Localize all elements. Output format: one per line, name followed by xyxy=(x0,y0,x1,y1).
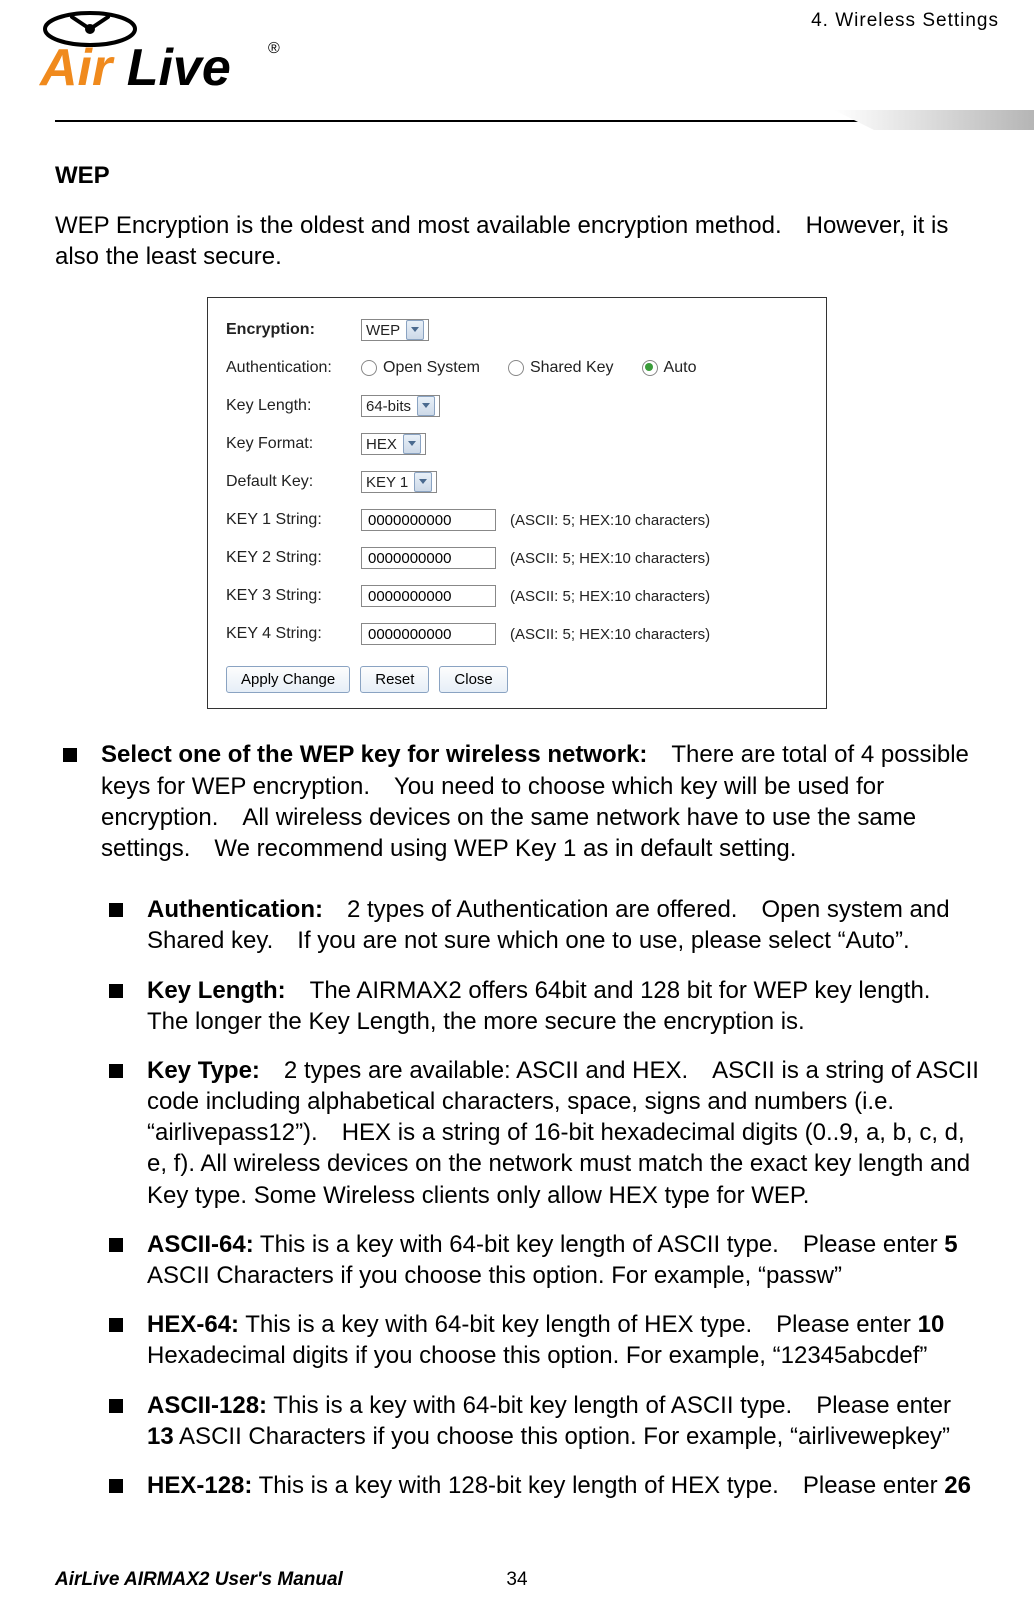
key-format-select[interactable]: HEX xyxy=(361,433,426,455)
reset-button[interactable]: Reset xyxy=(360,666,429,693)
bullet-main: Select one of the WEP key for wireless n… xyxy=(55,739,979,864)
bullet-hex-128: HEX-128: This is a key with 128-bit key … xyxy=(101,1470,979,1501)
auth-auto-label: Auto xyxy=(664,359,697,377)
key-length-value: 64-bits xyxy=(366,398,411,415)
apply-button[interactable]: Apply Change xyxy=(226,666,350,693)
encryption-select[interactable]: WEP xyxy=(361,319,429,341)
bullet-text-before: This is a key with 128-bit key length of… xyxy=(252,1472,944,1499)
bullet-text-after: ASCII Characters if you choose this opti… xyxy=(147,1262,842,1289)
key-format-label: Key Format: xyxy=(226,435,361,453)
key1-hint: (ASCII: 5; HEX:10 characters) xyxy=(510,512,710,529)
bullet-key-type: Key Type: 2 types are available: ASCII a… xyxy=(101,1055,979,1211)
key1-input[interactable] xyxy=(361,509,496,531)
authentication-label: Authentication: xyxy=(226,359,361,377)
bullet-authentication: Authentication: 2 types of Authenticatio… xyxy=(101,894,979,956)
section-intro: WEP Encryption is the oldest and most av… xyxy=(55,210,979,272)
key-length-select[interactable]: 64-bits xyxy=(361,395,440,417)
bullet-num: 5 xyxy=(944,1231,957,1258)
key-format-value: HEX xyxy=(366,436,397,453)
encryption-value: WEP xyxy=(366,322,400,339)
radio-icon xyxy=(508,360,524,376)
bullet-bold: HEX-128: xyxy=(147,1472,252,1499)
wep-settings-panel: Encryption: WEP Authentication: Open Sys… xyxy=(207,297,827,709)
bullet-text-after: Hexadecimal digits if you choose this op… xyxy=(147,1342,927,1369)
key2-input[interactable] xyxy=(361,547,496,569)
radio-icon xyxy=(361,360,377,376)
encryption-label: Encryption: xyxy=(226,321,361,339)
auth-open-label: Open System xyxy=(383,359,480,377)
auth-shared-label: Shared Key xyxy=(530,359,614,377)
bullet-hex-64: HEX-64: This is a key with 64-bit key le… xyxy=(101,1309,979,1371)
key1-label: KEY 1 String: xyxy=(226,511,361,529)
bullet-text-before: This is a key with 64-bit key length of … xyxy=(239,1311,918,1338)
section-path: 4. Wireless Settings xyxy=(811,10,999,32)
bullet-bold: HEX-64: xyxy=(147,1311,239,1338)
key3-hint: (ASCII: 5; HEX:10 characters) xyxy=(510,588,710,605)
bullet-bold: Authentication: xyxy=(147,896,323,923)
bullet-text-before: This is a key with 64-bit key length of … xyxy=(254,1231,945,1258)
default-key-value: KEY 1 xyxy=(366,474,408,491)
auth-radio-auto[interactable]: Auto xyxy=(642,359,697,377)
key3-input[interactable] xyxy=(361,585,496,607)
key4-label: KEY 4 String: xyxy=(226,625,361,643)
bullet-bold: Key Type: xyxy=(147,1057,260,1084)
key-length-label: Key Length: xyxy=(226,397,361,415)
bullet-ascii-128: ASCII-128: This is a key with 64-bit key… xyxy=(101,1390,979,1452)
radio-icon xyxy=(642,360,658,376)
chevron-down-icon xyxy=(417,396,435,416)
key3-label: KEY 3 String: xyxy=(226,587,361,605)
chevron-down-icon xyxy=(414,472,432,492)
chevron-down-icon xyxy=(403,434,421,454)
stripe-decoration xyxy=(834,95,1034,145)
svg-text:®: ® xyxy=(268,40,280,57)
key4-hint: (ASCII: 5; HEX:10 characters) xyxy=(510,626,710,643)
brand-logo: Air Live ® xyxy=(30,5,290,105)
bullet-text: 2 types are available: ASCII and HEX. AS… xyxy=(147,1057,979,1209)
bullet-text-before: This is a key with 64-bit key length of … xyxy=(267,1392,951,1419)
chevron-down-icon xyxy=(406,320,424,340)
header-bar: 4. Wireless Settings Air Live ® xyxy=(55,0,979,122)
svg-text:Air Live: Air Live xyxy=(38,39,231,97)
close-button[interactable]: Close xyxy=(439,666,507,693)
key2-hint: (ASCII: 5; HEX:10 characters) xyxy=(510,550,710,567)
bullet-num: 10 xyxy=(918,1311,945,1338)
bullet-main-bold: Select one of the WEP key for wireless n… xyxy=(101,741,647,768)
default-key-select[interactable]: KEY 1 xyxy=(361,471,437,493)
bullet-key-length: Key Length: The AIRMAX2 offers 64bit and… xyxy=(101,975,979,1037)
section-title: WEP xyxy=(55,162,979,190)
default-key-label: Default Key: xyxy=(226,473,361,491)
auth-radio-open[interactable]: Open System xyxy=(361,359,480,377)
key4-input[interactable] xyxy=(361,623,496,645)
auth-radio-shared[interactable]: Shared Key xyxy=(508,359,614,377)
bullet-text-after: ASCII Characters if you choose this opti… xyxy=(174,1423,950,1450)
bullet-num: 26 xyxy=(944,1472,971,1499)
bullet-bold: ASCII-64: xyxy=(147,1231,254,1258)
bullet-ascii-64: ASCII-64: This is a key with 64-bit key … xyxy=(101,1229,979,1291)
footer-page: 34 xyxy=(506,1569,527,1591)
page-footer: AirLive AIRMAX2 User's Manual 34 xyxy=(55,1569,979,1591)
bullet-bold: Key Length: xyxy=(147,977,286,1004)
key2-label: KEY 2 String: xyxy=(226,549,361,567)
bullet-num: 13 xyxy=(147,1423,174,1450)
footer-manual: AirLive AIRMAX2 User's Manual xyxy=(55,1569,343,1591)
bullet-bold: ASCII-128: xyxy=(147,1392,267,1419)
